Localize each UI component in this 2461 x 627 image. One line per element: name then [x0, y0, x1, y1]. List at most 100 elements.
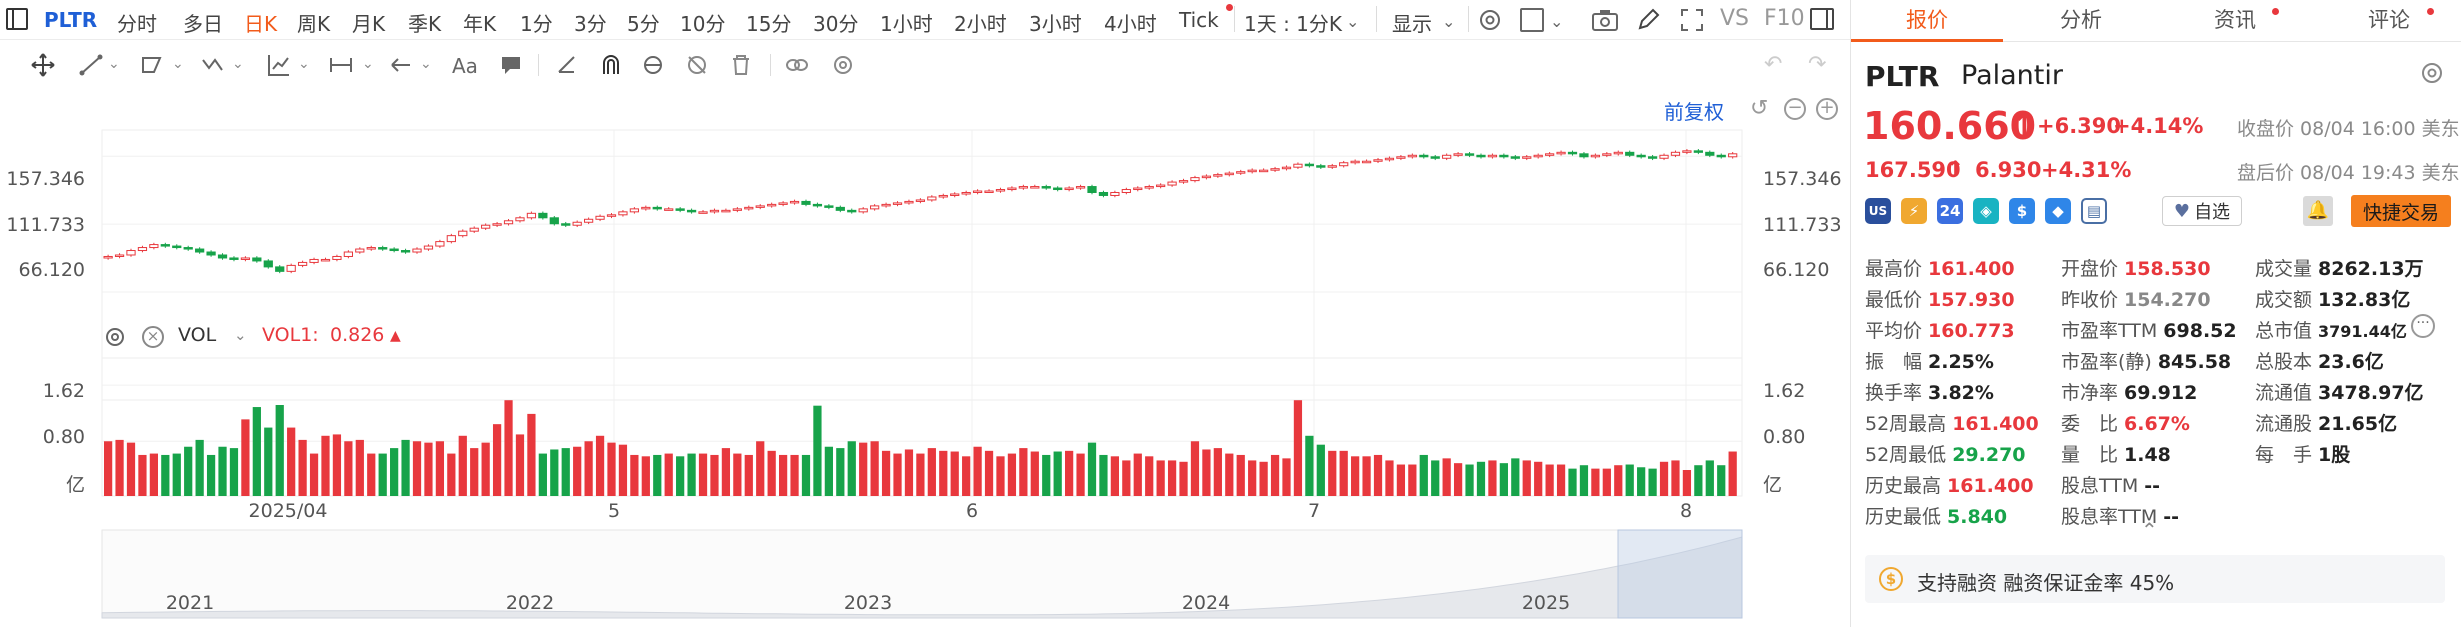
magnet-icon[interactable]	[598, 52, 624, 78]
color-box-icon[interactable]	[1520, 8, 1544, 32]
chevron-down-icon: ⌄	[232, 56, 244, 72]
tab-comments[interactable]: 评论	[2368, 8, 2410, 32]
expand-icon[interactable]	[1678, 6, 1706, 38]
bell-icon[interactable]: 🔔	[2303, 196, 2333, 226]
period-multiday[interactable]: 多日	[183, 12, 223, 36]
link-icon[interactable]	[784, 52, 810, 78]
display-menu[interactable]: 显示	[1392, 12, 1432, 36]
candle-body	[400, 250, 411, 253]
sidebar-toggle-icon[interactable]	[6, 8, 28, 30]
period-2h[interactable]: 2小时	[954, 12, 1007, 36]
volume-bar	[1042, 454, 1051, 496]
navigator-window	[1617, 529, 1743, 619]
kline-chart[interactable]	[0, 88, 1850, 627]
trash-icon[interactable]	[728, 52, 754, 78]
candle-body	[1487, 154, 1498, 158]
period-30min[interactable]: 30分	[813, 12, 859, 36]
volume-bar	[241, 419, 250, 496]
period-4h[interactable]: 4小时	[1104, 12, 1157, 36]
period-yearly[interactable]: 年K	[463, 12, 497, 36]
tab-news[interactable]: 资讯	[2214, 8, 2256, 32]
quote-stat: 量 比 1.48	[2061, 440, 2171, 467]
quote-stat: 总股本 23.6亿	[2255, 347, 2384, 374]
hide-drawings-icon[interactable]	[684, 52, 710, 78]
volume-bar	[1007, 453, 1017, 496]
tag-icon[interactable]: ◆	[2045, 198, 2071, 224]
zoom-in-icon[interactable]: +	[1816, 98, 1838, 120]
indicator-name[interactable]: VOL	[178, 324, 217, 346]
symbol-label[interactable]: PLTR	[44, 8, 98, 32]
candle-body	[1110, 191, 1120, 196]
channel-tool-icon[interactable]	[140, 52, 166, 78]
volume-bar	[1453, 463, 1463, 496]
stat-label: 委 比	[2061, 413, 2119, 435]
volume-bar	[767, 450, 776, 496]
undo-icon[interactable]: ↶	[1764, 52, 1783, 77]
candle-body	[1350, 160, 1360, 164]
period-10min[interactable]: 10分	[680, 12, 726, 36]
gear-icon[interactable]	[1476, 6, 1504, 38]
volume-bar	[1053, 451, 1062, 496]
adjust-mode[interactable]: 前复权	[1664, 100, 1724, 124]
volume-bar	[355, 439, 364, 496]
indicator-settings-icon[interactable]	[104, 326, 126, 352]
toolbar-divider	[538, 54, 539, 76]
text-tool-icon[interactable]: Aa	[452, 54, 478, 78]
draw-settings-icon[interactable]	[830, 52, 856, 78]
ruler-icon[interactable]	[554, 52, 580, 78]
volume-bar	[1556, 464, 1566, 496]
candle-body	[1281, 166, 1292, 170]
pencil-icon[interactable]	[1634, 6, 1662, 38]
period-monthly[interactable]: 月K	[352, 12, 386, 36]
candle-body	[1556, 151, 1566, 155]
period-1h[interactable]: 1小时	[880, 12, 933, 36]
tab-quote[interactable]: 报价	[1906, 8, 1948, 32]
volume-tick-left: 1.62	[42, 380, 85, 402]
stat-value: 154.270	[2124, 289, 2211, 311]
period-intraday[interactable]: 分时	[117, 12, 157, 36]
period-5min[interactable]: 5分	[627, 12, 660, 36]
fib-tool-icon[interactable]	[266, 52, 292, 78]
follow-button[interactable]: ♥ 自选	[2162, 196, 2242, 226]
arrow-tool-icon[interactable]	[388, 52, 414, 78]
stat-value: 698.52	[2163, 320, 2237, 342]
settings-gear-icon[interactable]	[2419, 60, 2445, 90]
coin-icon: $	[1879, 567, 1903, 591]
redo-icon[interactable]: ↷	[1808, 52, 1827, 77]
period-3min[interactable]: 3分	[574, 12, 607, 36]
period-daily[interactable]: 日K	[244, 12, 278, 36]
flash-icon[interactable]: ⚡	[1901, 198, 1927, 224]
period-3h[interactable]: 3小时	[1029, 12, 1082, 36]
quick-trade-button[interactable]: 快捷交易	[2351, 195, 2451, 227]
dollar-icon[interactable]: $	[2009, 198, 2035, 224]
camera-icon[interactable]	[1590, 6, 1620, 38]
candle-body	[938, 194, 948, 198]
candle-body	[1361, 160, 1372, 164]
sync-icon[interactable]	[640, 52, 666, 78]
expand-chevron-icon[interactable]: ⌃	[2141, 518, 2158, 542]
candle-body	[744, 206, 754, 210]
f10-button[interactable]: F10	[1764, 6, 1805, 31]
period-15min[interactable]: 15分	[746, 12, 792, 36]
zoom-out-icon[interactable]: −	[1784, 98, 1806, 120]
period-1min[interactable]: 1分	[520, 12, 553, 36]
24h-trading-icon[interactable]: 24	[1937, 198, 1963, 224]
options-icon[interactable]: ◈	[1973, 198, 1999, 224]
range-select[interactable]: 1天 : 1分K	[1244, 12, 1343, 36]
measure-tool-icon[interactable]	[328, 52, 354, 78]
comment-tool-icon[interactable]	[498, 52, 524, 78]
trend-line-icon[interactable]	[78, 52, 104, 78]
period-tick[interactable]: Tick	[1179, 8, 1219, 32]
period-quarterly[interactable]: 季K	[408, 12, 442, 36]
tab-analysis[interactable]: 分析	[2060, 8, 2102, 32]
more-dots-icon[interactable]: ···	[2411, 314, 2435, 338]
document-icon[interactable]: ▤	[2081, 198, 2107, 224]
volume-bar	[1408, 464, 1417, 496]
wave-tool-icon[interactable]	[200, 52, 226, 78]
period-weekly[interactable]: 周K	[297, 12, 331, 36]
indicator-close-icon[interactable]: ×	[142, 326, 164, 348]
vs-compare-button[interactable]: VS	[1720, 6, 1750, 31]
reset-icon[interactable]: ↺	[1750, 96, 1769, 121]
panel-toggle-icon[interactable]	[1810, 8, 1834, 30]
crosshair-move-icon[interactable]	[30, 52, 56, 78]
